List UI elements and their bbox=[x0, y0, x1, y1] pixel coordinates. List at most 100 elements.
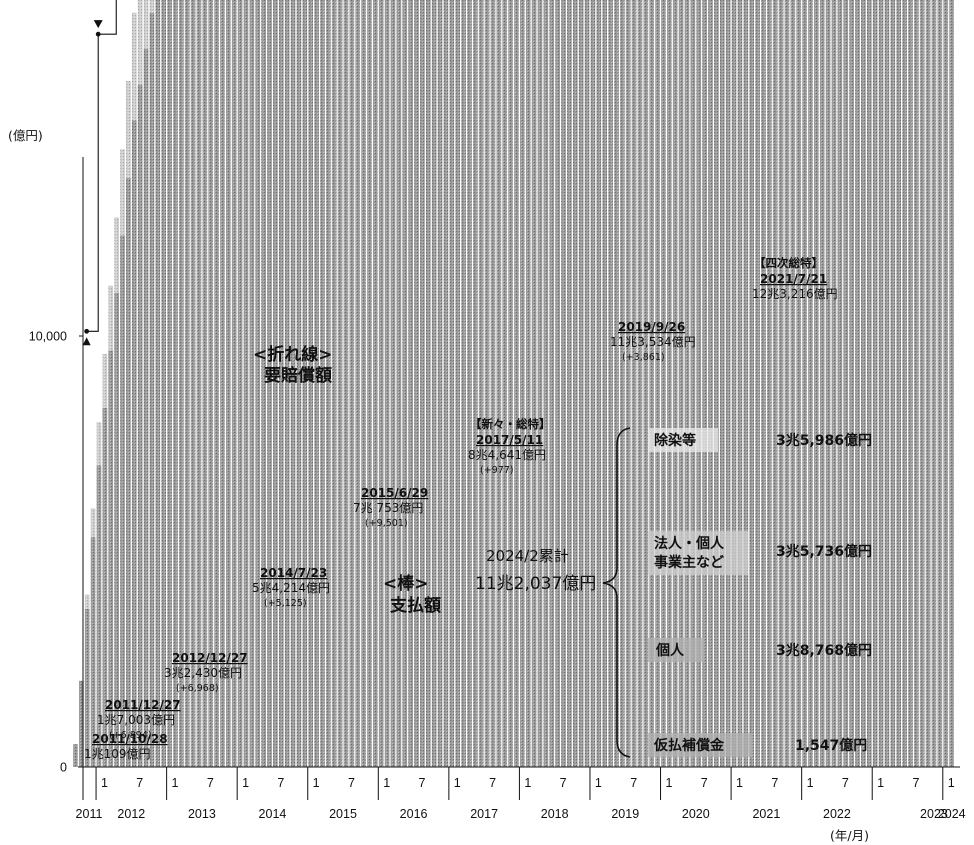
bar-kojin bbox=[872, 0, 878, 767]
bar-kojin bbox=[126, 177, 131, 767]
month-tick-label: 1 bbox=[524, 776, 531, 790]
bar-month bbox=[831, 0, 837, 768]
bar-kojin bbox=[784, 0, 790, 767]
bar-kojin bbox=[196, 0, 202, 767]
bar-kojin bbox=[802, 0, 807, 767]
series-box-kojin bbox=[648, 638, 704, 662]
bar-hojin bbox=[114, 217, 119, 293]
series-name-hojin-1: 法人・個人 bbox=[654, 535, 725, 552]
bar-hojin bbox=[108, 285, 114, 351]
month-tick-label: 1 bbox=[948, 776, 955, 790]
bar-month bbox=[908, 0, 913, 767]
bar-month bbox=[643, 0, 649, 767]
bar-kojin bbox=[490, 0, 496, 767]
bar-month bbox=[567, 0, 572, 767]
bar-month bbox=[461, 0, 466, 767]
bar-kojin bbox=[249, 0, 255, 767]
bar-month bbox=[149, 0, 155, 767]
bar-kojin bbox=[684, 0, 690, 767]
bar-month bbox=[731, 0, 737, 767]
bar-month bbox=[543, 0, 549, 767]
bar-kojin bbox=[584, 0, 590, 768]
bar-kojin bbox=[108, 350, 114, 767]
bar-month bbox=[749, 0, 755, 768]
bar-month bbox=[902, 0, 907, 767]
bar-month bbox=[725, 0, 731, 768]
month-tick-label: 7 bbox=[912, 776, 919, 790]
bar-kojin bbox=[555, 0, 560, 767]
bar-month bbox=[802, 0, 807, 767]
bar-kojin bbox=[678, 0, 684, 768]
bar-month bbox=[343, 0, 349, 767]
point-date: 2014/7/23 bbox=[260, 566, 327, 580]
bar-month bbox=[925, 0, 931, 767]
line-marker bbox=[93, 20, 103, 29]
series-box-hojin bbox=[648, 531, 748, 575]
bar-kojin bbox=[543, 0, 549, 767]
bar-month bbox=[137, 0, 143, 768]
bar-kojin bbox=[437, 0, 443, 767]
bar-month bbox=[684, 0, 690, 767]
bar-month bbox=[525, 0, 531, 767]
bar-month bbox=[290, 0, 296, 767]
bar-month bbox=[361, 0, 366, 768]
bar-month bbox=[508, 0, 513, 768]
bar-kojin bbox=[831, 0, 837, 768]
bar-kojin bbox=[325, 0, 331, 768]
bar-kojin bbox=[514, 0, 519, 768]
bar-kojin bbox=[220, 0, 225, 767]
point-date: 2011/12/27 bbox=[105, 698, 181, 712]
series-amount-karibarai: 1,547億円 bbox=[795, 737, 867, 754]
bar-month bbox=[790, 0, 796, 767]
bar-month bbox=[384, 0, 390, 767]
point-date: 2012/12/27 bbox=[172, 651, 248, 665]
bar-hojin bbox=[131, 12, 137, 121]
bar-kojin bbox=[237, 0, 243, 768]
year-label: 2011 bbox=[76, 807, 103, 821]
bar-kojin bbox=[925, 0, 931, 767]
bar-month bbox=[708, 0, 713, 767]
bar-month bbox=[331, 0, 337, 768]
bar-kojin bbox=[314, 0, 319, 767]
bar-kojin bbox=[772, 0, 778, 767]
bar-kojin bbox=[714, 0, 719, 767]
bar-hojin bbox=[96, 422, 102, 466]
bar-month bbox=[349, 0, 355, 767]
bar-month bbox=[408, 0, 413, 768]
bar-hojin bbox=[84, 594, 90, 609]
bar-month bbox=[243, 0, 249, 768]
bar-month bbox=[808, 0, 813, 767]
bar-month bbox=[849, 0, 854, 767]
bar-kojin bbox=[749, 0, 755, 768]
bar-month bbox=[655, 0, 660, 767]
bar-layer bbox=[73, 0, 954, 768]
bar-month bbox=[631, 0, 637, 768]
month-tick-label: 1 bbox=[595, 776, 602, 790]
bar-kojin bbox=[625, 0, 631, 767]
bar-month bbox=[943, 0, 949, 768]
bar-month bbox=[184, 0, 190, 767]
bar-kojin bbox=[931, 0, 937, 767]
plan-tag: 【四次総特】 bbox=[754, 256, 823, 270]
bar-month bbox=[555, 0, 560, 767]
bar-month bbox=[572, 0, 578, 767]
month-tick-label: 1 bbox=[665, 776, 672, 790]
bar-kojin bbox=[378, 0, 384, 767]
bar-kojin bbox=[402, 0, 408, 768]
bar-month bbox=[878, 0, 884, 768]
line-point bbox=[95, 31, 101, 37]
point-increment: (+3,861) bbox=[622, 352, 665, 363]
bar-month bbox=[614, 0, 619, 767]
bar-month bbox=[390, 0, 396, 767]
bar-kojin bbox=[73, 744, 78, 767]
point-increment: (+9,501) bbox=[365, 518, 408, 529]
month-tick-label: 1 bbox=[101, 776, 108, 790]
bar-kojin bbox=[478, 0, 484, 767]
bar-month bbox=[414, 0, 419, 767]
series-name-hojin-2: 事業主など bbox=[654, 554, 724, 571]
bar-kojin bbox=[202, 0, 208, 768]
bar-hojin bbox=[120, 149, 125, 236]
bar-month bbox=[496, 0, 502, 767]
bar-kojin bbox=[355, 0, 361, 768]
